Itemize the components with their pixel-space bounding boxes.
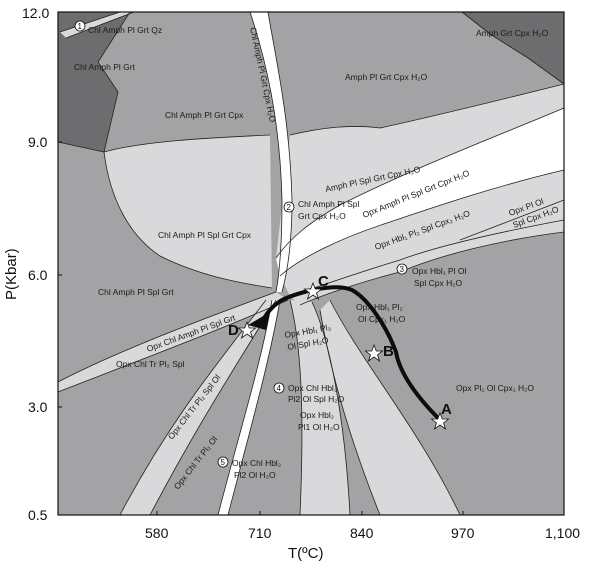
- label-point-b: B: [383, 343, 394, 360]
- y-tick-12: 12.0: [22, 5, 49, 21]
- label-f9: Chl Amph Pl Spl: [298, 199, 360, 209]
- label-f20: Ol Cpx₁ H₂O: [358, 314, 406, 324]
- reaction-5-marker: 5: [217, 456, 229, 468]
- label-f31: Pl2 Ol H₂O: [234, 470, 276, 480]
- x-axis-title: T(ºC): [288, 545, 323, 562]
- y-tick-3: 3.0: [28, 399, 48, 415]
- band-reaction-3: [290, 220, 564, 305]
- y-tick-9: 9.0: [28, 134, 48, 150]
- label-f23: Opx Chl Tr Pl₂ Spl: [116, 359, 185, 369]
- y-tick-6: 6.0: [28, 267, 48, 283]
- region-amph-pl-spl-grt-cpx: [276, 84, 564, 258]
- label-point-a: A: [441, 401, 452, 418]
- label-f2: Chl Amph Pl Grt: [74, 62, 136, 72]
- star-a: [430, 411, 450, 431]
- boundary-lines: [57, 11, 565, 516]
- label-f30: Opx Chl Hbl₂: [232, 458, 281, 468]
- label-point-c: C: [318, 273, 329, 290]
- star-c: [303, 281, 323, 301]
- svg-text:4: 4: [277, 384, 282, 393]
- x-tick-970: 970: [451, 525, 475, 541]
- label-f1: Chl Amph Pl Grt Qz: [88, 25, 162, 35]
- x-tick-1100: 1,100: [545, 525, 580, 541]
- region-opx-chl-tr: [120, 300, 276, 515]
- label-f26: Opx Hbl₂: [300, 410, 334, 420]
- reaction-1-marker: 1: [74, 20, 86, 32]
- label-f27: Pl1 Ol H₂O: [298, 422, 340, 432]
- label-f10: Grt Cpx H₂O: [298, 211, 346, 221]
- band-reaction-1: [60, 12, 134, 38]
- svg-text:5: 5: [221, 458, 226, 467]
- star-d: [237, 320, 257, 340]
- label-f24: Opx Chl Hbl₂: [288, 383, 337, 393]
- label-f5: Amph Pl Grt Cpx H₂O: [345, 72, 428, 82]
- label-f15: Chl Amph Pl Spl Grt: [98, 287, 174, 297]
- y-axis-title: P(Kbar): [3, 248, 20, 300]
- reaction-2-marker: 2: [283, 201, 295, 213]
- band-opx-amph-white: [276, 108, 564, 276]
- label-f6: Amph Grt Cpx H₂O: [476, 28, 549, 38]
- label-f3: Chl Amph Pl Grt Cpx: [165, 110, 244, 120]
- band-opx-hbl-pl-spl: [280, 170, 564, 296]
- pt-path-arrowhead: [248, 312, 270, 330]
- star-b: [364, 343, 384, 363]
- label-f7: Chl Amph Pl Spl Grt Cpx: [158, 230, 252, 240]
- pt-path: [260, 285, 442, 422]
- region-amph-grt-cpx: [462, 12, 564, 84]
- band-reaction-2: [250, 12, 292, 292]
- reaction-3-marker: 3: [396, 263, 408, 275]
- band-reaction-4: [218, 300, 280, 515]
- svg-text:3: 3: [400, 265, 405, 274]
- x-tick-840: 840: [350, 525, 374, 541]
- label-f17: Spl Cpx H₂O: [414, 278, 463, 288]
- reaction-4-marker: 4: [273, 382, 285, 394]
- y-tick-0-5: 0.5: [28, 507, 48, 523]
- label-point-d: D: [228, 322, 239, 339]
- label-f16: Opx Hbl₁ Pl Ol: [412, 266, 466, 276]
- label-f32: Opx Pl₁ Ol Cpx₁ H₂O: [456, 383, 534, 393]
- region-chl-amph-pl-spl-grt-cpx: [104, 135, 272, 288]
- tick-marks: [58, 141, 464, 515]
- x-tick-580: 580: [145, 525, 169, 541]
- reaction-numbers: 1 2 3 4 5: [74, 20, 408, 468]
- svg-text:1: 1: [78, 22, 83, 31]
- band-opx-chl-amph: [58, 292, 288, 392]
- label-f19: Opx Hbl₁ Pl₂: [356, 302, 403, 312]
- x-tick-710: 710: [248, 525, 272, 541]
- plot-border: [57, 11, 565, 516]
- region-opx-hbl-pl1-ol: [290, 300, 350, 515]
- region-opx-pl-ol-cpx: [320, 300, 460, 515]
- svg-text:2: 2: [287, 203, 292, 212]
- label-f25: Pl2 Ol Spl H₂O: [288, 394, 345, 404]
